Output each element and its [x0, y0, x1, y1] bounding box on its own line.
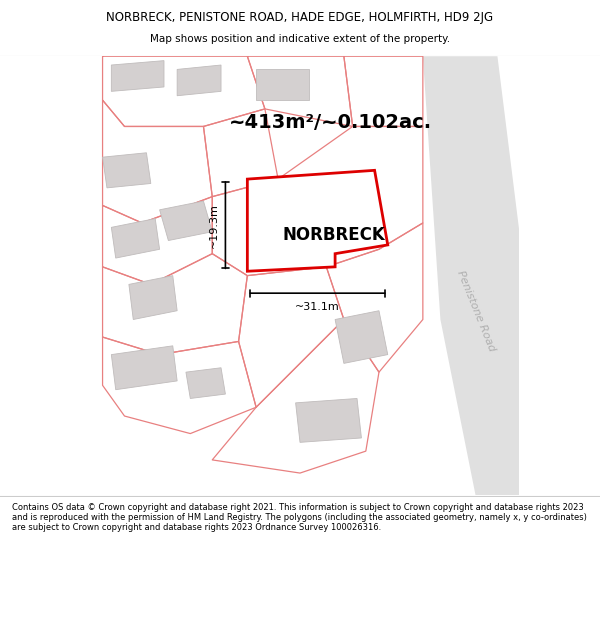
Text: Map shows position and indicative extent of the property.: Map shows position and indicative extent…: [150, 34, 450, 44]
Text: ~31.1m: ~31.1m: [295, 302, 340, 312]
Text: Penistone Road: Penistone Road: [455, 269, 496, 352]
Polygon shape: [160, 201, 212, 241]
Text: Contains OS data © Crown copyright and database right 2021. This information is : Contains OS data © Crown copyright and d…: [12, 503, 587, 532]
Text: NORBRECK: NORBRECK: [283, 226, 386, 244]
Polygon shape: [423, 56, 520, 495]
Polygon shape: [252, 201, 322, 245]
Polygon shape: [335, 311, 388, 363]
Polygon shape: [186, 368, 226, 399]
Polygon shape: [256, 69, 309, 100]
Text: ~19.3m: ~19.3m: [209, 202, 219, 248]
Polygon shape: [112, 219, 160, 258]
Polygon shape: [247, 171, 388, 271]
Polygon shape: [112, 61, 164, 91]
Text: ~413m²/~0.102ac.: ~413m²/~0.102ac.: [229, 112, 432, 131]
Polygon shape: [296, 399, 361, 442]
Polygon shape: [112, 346, 177, 390]
Polygon shape: [177, 65, 221, 96]
Polygon shape: [103, 152, 151, 188]
Text: NORBRECK, PENISTONE ROAD, HADE EDGE, HOLMFIRTH, HD9 2JG: NORBRECK, PENISTONE ROAD, HADE EDGE, HOL…: [106, 11, 494, 24]
Polygon shape: [129, 276, 177, 319]
